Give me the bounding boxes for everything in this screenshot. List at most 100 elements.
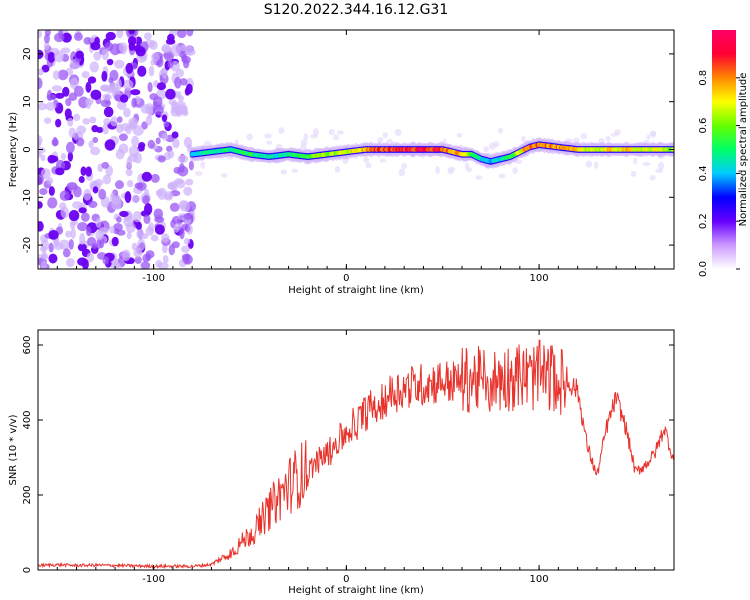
noise-blob — [135, 46, 146, 57]
faint-blob — [336, 130, 344, 135]
noise-blob — [87, 76, 97, 84]
noise-blob — [89, 61, 99, 73]
colorbar: 0.0 0.2 0.4 0.6 0.8 Normalized spectral ampl… — [698, 30, 749, 277]
noise-blob — [123, 79, 134, 91]
noise-blob — [151, 52, 160, 62]
noise-blob — [96, 238, 102, 249]
noise-blob — [82, 118, 90, 125]
y-tick-label: 10 — [22, 95, 33, 108]
faint-blob — [447, 169, 454, 175]
colorbar-tick-label: 0.0 — [698, 261, 709, 277]
noise-blob — [181, 253, 190, 261]
noise-blob — [168, 36, 175, 44]
noise-blob — [147, 81, 153, 93]
noise-blob — [174, 223, 182, 231]
noise-blob — [154, 216, 165, 223]
faint-blob — [630, 170, 637, 177]
noise-blob — [145, 115, 153, 126]
y-tick-label: 20 — [22, 48, 33, 61]
noise-blob — [90, 146, 101, 156]
x-tick-label: 0 — [343, 273, 349, 284]
noise-blob — [128, 145, 140, 157]
noise-blob — [143, 32, 152, 40]
noise-blob — [144, 188, 150, 196]
noise-blob — [175, 179, 186, 189]
noise-blob — [176, 30, 187, 39]
noise-blob — [75, 50, 84, 59]
noise-blob — [73, 85, 84, 97]
noise-blob — [106, 58, 114, 66]
noise-blob — [69, 221, 76, 229]
noise-blob — [101, 84, 109, 92]
noise-blob — [91, 124, 99, 133]
noise-blob — [165, 88, 176, 100]
snr-panel: -100 0 100 0 200 400 600 Height of straight l… — [8, 329, 675, 596]
noise-blob — [38, 135, 43, 146]
noise-blob — [171, 131, 179, 139]
noise-blob — [38, 68, 44, 76]
noise-blob — [132, 210, 142, 223]
noise-blob — [145, 250, 155, 259]
faint-blob — [291, 168, 298, 173]
faint-blob — [497, 127, 503, 134]
faint-blob — [303, 132, 309, 141]
noise-blob — [174, 105, 183, 116]
noise-blob — [136, 229, 145, 239]
noise-blob — [39, 245, 47, 253]
noise-blob — [167, 150, 175, 159]
noise-blob — [137, 65, 147, 77]
noise-blob — [47, 51, 56, 63]
faint-blob — [642, 162, 651, 167]
x-tick-label: 0 — [343, 574, 349, 585]
snr-series-line — [38, 339, 674, 570]
faint-blob — [483, 146, 489, 153]
faint-blob — [377, 137, 384, 144]
noise-blob — [131, 135, 139, 147]
noise-blob — [108, 77, 114, 84]
snr-y-axis-label: SNR (10 * v/v) — [8, 414, 19, 485]
spectrogram-x-ticks: -100 0 100 — [56, 30, 675, 284]
noise-blob — [68, 92, 78, 102]
noise-blob — [152, 104, 164, 116]
snr-frame — [37, 329, 675, 571]
noise-blob — [50, 155, 59, 163]
faint-blob — [633, 157, 638, 165]
faint-blob — [382, 132, 388, 139]
noise-blob — [114, 94, 122, 101]
noise-blob — [85, 99, 92, 109]
noise-blob — [51, 85, 63, 92]
noise-blob — [169, 202, 180, 212]
noise-blob — [48, 229, 59, 240]
noise-blob — [147, 106, 153, 118]
noise-blob — [103, 118, 111, 125]
noise-blob — [167, 59, 174, 69]
noise-blob — [61, 32, 72, 43]
noise-blob — [179, 227, 185, 240]
faint-blob — [394, 128, 402, 136]
noise-blob — [111, 198, 122, 211]
noise-blob — [38, 147, 46, 154]
noise-blob — [104, 139, 116, 151]
faint-blob — [386, 138, 393, 144]
faint-blob — [580, 133, 588, 140]
faint-blob — [649, 130, 657, 136]
noise-blob — [101, 48, 109, 61]
noise-blob — [52, 136, 58, 147]
noise-blob — [170, 44, 182, 57]
noise-blob — [89, 116, 97, 124]
noise-blob — [53, 50, 65, 63]
noise-blob — [114, 180, 124, 190]
noise-blob — [162, 255, 169, 264]
noise-blob — [39, 188, 48, 195]
noise-blob — [65, 257, 75, 268]
noise-blob — [116, 78, 122, 91]
noise-blob — [116, 116, 123, 124]
noise-blob — [153, 96, 163, 108]
noise-blob — [85, 166, 92, 177]
spectrogram-signal-track — [189, 136, 674, 169]
noise-blob — [55, 167, 65, 176]
noise-blob — [73, 32, 83, 41]
noise-blob — [38, 201, 43, 209]
noise-blob — [125, 168, 133, 177]
faint-blob — [521, 135, 526, 143]
